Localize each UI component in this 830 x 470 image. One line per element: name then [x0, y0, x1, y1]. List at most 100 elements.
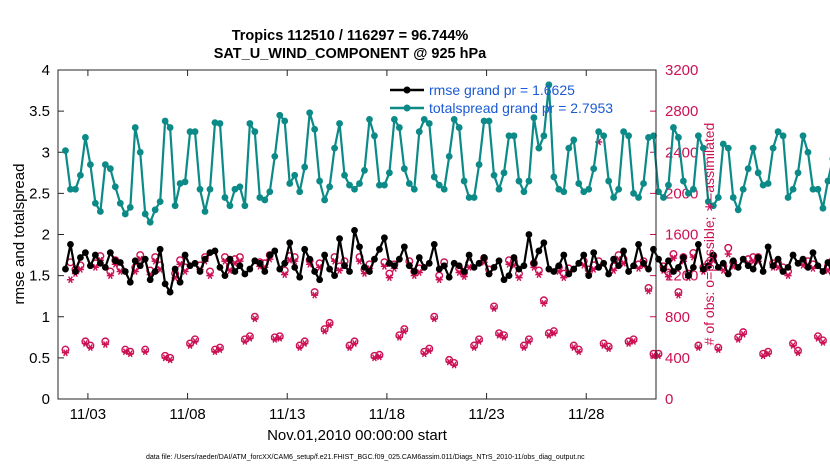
x-axis-label: Nov.01,2010 00:00:00 start	[267, 427, 448, 444]
totalspread-point	[151, 206, 159, 214]
obs-assimilated-point	[624, 340, 633, 347]
totalspread-point	[794, 169, 802, 177]
obs-assimilated-point	[166, 356, 174, 364]
obs-assimilated-point	[380, 262, 389, 270]
rmse-point	[316, 276, 324, 284]
rmse-point	[670, 268, 677, 275]
rmse-point	[749, 265, 757, 273]
obs-assimilated-point	[211, 348, 219, 356]
rmse-point	[650, 245, 657, 253]
totalspread-point	[739, 185, 747, 193]
rmse-point	[346, 268, 353, 275]
rmse-point	[684, 272, 692, 280]
totalspread-point	[615, 185, 623, 193]
totalspread-point	[395, 124, 403, 131]
totalspread-point	[121, 210, 129, 218]
totalspread-point	[824, 177, 830, 185]
obs-assimilated-point	[605, 345, 613, 353]
rmse-point	[72, 268, 79, 275]
obs-assimilated-point	[629, 337, 638, 345]
plot-frame	[57, 69, 657, 400]
rmse-point	[356, 243, 363, 251]
rmse-point	[435, 265, 443, 273]
totalspread-point	[136, 148, 144, 156]
rmse-point	[445, 273, 453, 281]
totalspread-point	[535, 144, 543, 152]
rmse-point	[515, 265, 523, 273]
rmse-point	[799, 255, 807, 263]
obs-assimilated-point	[520, 344, 528, 352]
totalspread-point	[605, 177, 613, 185]
y-left-tick-label: 1.5	[29, 268, 50, 285]
legend: rmse grand pr = 1.6625 totalspread grand…	[390, 82, 613, 116]
rmse-point	[321, 251, 329, 259]
y-axis-left-label: rmse and totalspread	[11, 164, 28, 305]
totalspread-point	[435, 181, 443, 189]
rmse-point	[395, 255, 403, 263]
totalspread-point	[625, 132, 632, 140]
rmse-point	[764, 243, 772, 251]
obs-assimilated-point	[81, 340, 90, 347]
rmse-point	[91, 251, 99, 259]
rmse-point	[475, 259, 483, 267]
totalspread-point	[430, 173, 438, 181]
obs-assimilated-point	[739, 330, 747, 338]
totalspread-point	[196, 185, 204, 193]
totalspread-point	[336, 120, 343, 127]
obs-assimilated-point	[101, 341, 109, 348]
rmse-point	[171, 265, 179, 273]
rmse-point	[689, 264, 697, 271]
totalspread-point	[600, 132, 608, 140]
data-file-note: data file: /Users/raeder/DAI/ATM_forcXX/…	[146, 454, 585, 461]
y-left-tick-label: 0.5	[29, 350, 50, 367]
totalspread-point	[684, 189, 692, 197]
obs-assimilated-point	[420, 350, 428, 358]
obs-assimilated-point	[784, 272, 792, 280]
y-axis-right-label: # of obs: o=possible; ∗=assimilated	[701, 123, 717, 346]
totalspread-point	[311, 125, 319, 133]
legend-rmse-label: rmse grand pr = 1.6625	[429, 82, 575, 98]
totalspread-point	[405, 180, 413, 187]
rmse-point	[640, 259, 647, 267]
totalspread-point	[545, 81, 553, 89]
totalspread-point	[754, 169, 762, 177]
rmse-point	[630, 262, 637, 270]
rmse-point	[156, 245, 164, 253]
totalspread-point	[620, 128, 628, 136]
totalspread-point	[86, 161, 94, 168]
totalspread-point	[346, 181, 353, 189]
rmse-point	[216, 264, 224, 271]
obs-assimilated-point	[335, 267, 344, 274]
totalspread-point	[221, 194, 229, 201]
totalspread-point	[425, 120, 433, 127]
rmse-point	[500, 276, 508, 284]
x-axis: 11/03 11/08 11/13 11/18 11/23 11/28	[70, 70, 604, 423]
rmse-point	[241, 270, 249, 278]
totalspread-point	[590, 165, 598, 173]
totalspread-point	[62, 147, 69, 155]
rmse-point	[774, 255, 782, 263]
x-tick-label: 11/03	[70, 406, 106, 423]
totalspread-point	[764, 180, 772, 187]
totalspread-point	[326, 183, 333, 191]
obs-assimilated-point	[61, 349, 70, 357]
rmse-point	[784, 264, 792, 271]
totalspread-point	[505, 132, 513, 140]
totalspread-point	[381, 181, 388, 189]
totalspread-point	[351, 185, 358, 193]
rmse-point	[221, 272, 229, 280]
totalspread-point	[525, 177, 533, 185]
rmse-point	[126, 278, 134, 286]
totalspread-point	[116, 199, 124, 207]
totalspread-point	[77, 171, 84, 179]
obs-assimilated-point	[734, 335, 742, 343]
rmse-line	[64, 229, 830, 294]
rmse-point	[600, 259, 608, 267]
rmse-point	[281, 259, 289, 267]
totalspread-point	[96, 208, 104, 215]
totalspread-point	[266, 188, 274, 196]
totalspread-point	[410, 185, 418, 193]
obs-assimilated-point	[121, 348, 129, 356]
totalspread-point	[376, 181, 383, 189]
x-tick-label: 11/18	[369, 406, 405, 423]
